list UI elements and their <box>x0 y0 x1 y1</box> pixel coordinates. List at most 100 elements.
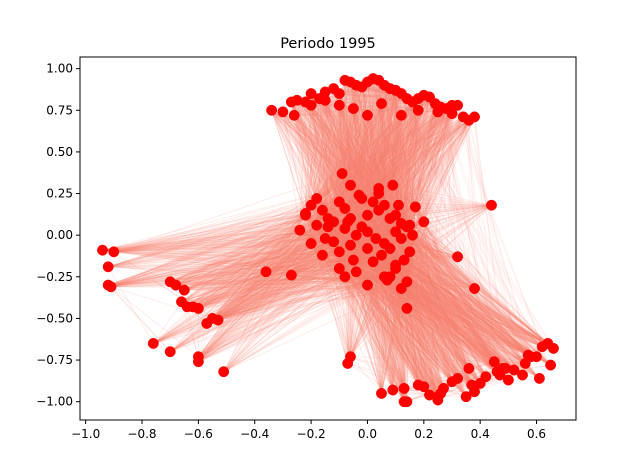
edge-line <box>305 109 419 216</box>
data-point <box>333 99 345 111</box>
edge-line <box>400 288 498 373</box>
edge-line <box>367 284 408 402</box>
edge-line <box>406 226 470 369</box>
edge-line <box>305 213 351 357</box>
edge-line <box>316 108 447 199</box>
edge-line <box>350 81 368 186</box>
edge-line <box>310 104 458 206</box>
edge-line <box>347 260 354 364</box>
edge-line <box>324 91 343 174</box>
edge-line <box>175 198 317 286</box>
edge-line <box>324 91 416 208</box>
edge-line <box>358 86 363 196</box>
edge-line <box>310 81 351 244</box>
edge-line <box>170 276 345 283</box>
edge-line <box>423 105 459 222</box>
edge-line <box>175 254 382 286</box>
edge-line <box>395 110 419 216</box>
edge-line <box>338 103 436 253</box>
y-tick-label: −0.50 <box>36 311 73 325</box>
edge-line <box>378 93 402 189</box>
edge-line <box>187 276 345 308</box>
edge-line <box>344 98 408 229</box>
data-point <box>218 366 230 378</box>
edge-line <box>338 105 459 269</box>
edge-line <box>400 115 411 226</box>
edge-line <box>414 206 487 377</box>
edge-line <box>321 254 405 389</box>
edge-line <box>212 213 306 319</box>
edge-line <box>153 271 357 344</box>
edge-line <box>347 221 419 386</box>
edge-line <box>153 184 394 344</box>
edge-line <box>169 238 402 353</box>
edge-line <box>333 241 537 358</box>
edge-line <box>110 243 312 288</box>
edge-line <box>389 95 425 249</box>
edge-line <box>108 201 374 268</box>
edge-line <box>319 98 329 227</box>
edge-line <box>339 251 551 366</box>
edge-line <box>310 243 442 394</box>
edge-line <box>372 113 453 203</box>
edge-line <box>338 90 397 269</box>
edge-line <box>350 81 360 196</box>
edge-line <box>169 228 346 353</box>
edge-line <box>383 204 509 381</box>
edge-line <box>400 98 419 239</box>
edge-line <box>198 214 306 358</box>
edge-line <box>169 213 306 353</box>
edge-line <box>310 104 380 189</box>
edge-line <box>389 248 523 376</box>
edge-line <box>378 103 382 189</box>
edge-line <box>389 88 411 226</box>
edge-line <box>350 103 382 186</box>
edge-line <box>206 223 402 324</box>
edge-line <box>381 254 470 369</box>
edge-line <box>344 93 402 209</box>
edge-line <box>338 105 360 196</box>
edge-line <box>333 96 430 223</box>
edge-line <box>198 221 424 309</box>
edge-line <box>344 113 453 229</box>
edge-line <box>400 223 551 366</box>
edge-line <box>389 218 549 344</box>
edge-line <box>192 234 357 308</box>
edge-line <box>108 229 300 286</box>
edge-line <box>170 276 391 283</box>
edge-line <box>198 214 368 358</box>
edge-line <box>350 184 515 371</box>
edge-line <box>212 234 357 319</box>
edge-line <box>361 198 475 392</box>
data-point <box>277 106 289 118</box>
edge-line <box>217 229 301 321</box>
edge-line <box>181 204 312 303</box>
edge-line <box>355 85 402 224</box>
edge-line <box>206 228 346 324</box>
edge-line <box>108 206 416 286</box>
edge-line <box>350 184 487 377</box>
edge-line <box>355 271 481 384</box>
edge-line <box>395 264 506 369</box>
data-point <box>192 356 204 368</box>
edge-line <box>389 276 495 363</box>
edge-line <box>423 116 475 223</box>
edge-line <box>375 98 419 239</box>
edge-line <box>355 120 470 273</box>
edge-line <box>322 209 487 378</box>
edge-line <box>344 228 349 364</box>
edge-line <box>395 268 487 378</box>
edge-line <box>355 103 382 236</box>
edge-line <box>282 111 374 203</box>
edge-line <box>206 234 357 324</box>
edge-line <box>316 81 351 226</box>
edge-line <box>113 251 374 263</box>
edge-line <box>108 251 410 268</box>
edge-line <box>316 113 453 199</box>
edge-line <box>384 243 523 376</box>
edge-line <box>305 213 439 401</box>
edge-line <box>406 110 419 227</box>
edge-line <box>321 115 368 211</box>
edge-line <box>265 254 323 273</box>
edge-line <box>217 218 329 321</box>
